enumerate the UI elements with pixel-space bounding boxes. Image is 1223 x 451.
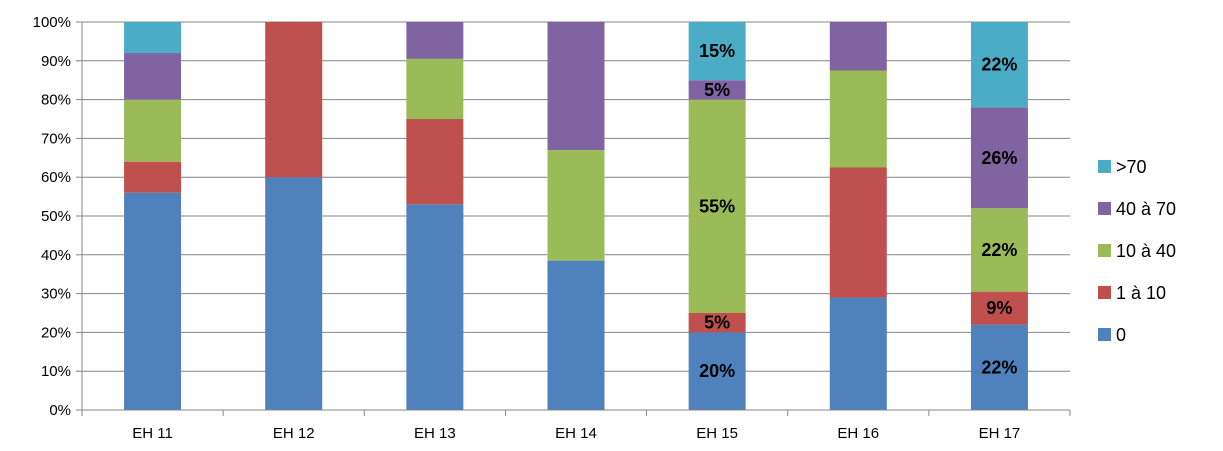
legend-label: 1 à 10 — [1116, 283, 1166, 303]
legend: >70 40 à 70 10 à 40 1 à 10 0 — [1098, 157, 1176, 345]
bar-segment-eh-15-1-10 — [688, 313, 746, 333]
bar-segment-eh-17-1-10 — [970, 291, 1028, 325]
data-labels: 20% 5% 55% 5% 15% 22% 9% 22% 26% 22% — [699, 41, 1017, 381]
bar-segment-eh-11-1-10 — [124, 161, 182, 193]
legend-swatch — [1098, 202, 1111, 215]
y-tick-label: 20% — [41, 324, 71, 341]
bar-segment-eh-16-0 — [829, 297, 887, 410]
x-tick-label: EH 17 — [979, 425, 1021, 442]
y-tick-label: 90% — [41, 53, 71, 70]
y-tick-label: 60% — [41, 169, 71, 186]
legend-label: 10 à 40 — [1116, 241, 1176, 261]
bar-segment-eh-13-1-10 — [406, 119, 464, 205]
legend-swatch — [1098, 244, 1111, 257]
legend-swatch — [1098, 286, 1111, 299]
bar-segment-eh-15-0 — [688, 332, 746, 410]
bar-segment-eh-17-70 — [970, 22, 1028, 108]
legend-label: >70 — [1116, 157, 1147, 177]
x-tick-label: EH 16 — [837, 425, 879, 442]
bars — [124, 22, 1028, 410]
legend-item-1-10: 1 à 10 — [1098, 283, 1166, 303]
legend-item-70: >70 — [1098, 157, 1147, 177]
data-label: 9% — [986, 298, 1012, 318]
x-tick-label: EH 15 — [696, 425, 738, 442]
bar-segment-eh-11-70 — [124, 22, 182, 54]
bar-segment-eh-11-0 — [124, 192, 182, 410]
bar-segment-eh-14-40-70 — [547, 22, 605, 151]
bar-segment-eh-13-10-40 — [406, 58, 464, 119]
bar-segment-eh-16-1-10 — [829, 167, 887, 298]
bar-segment-eh-13-40-70 — [406, 22, 464, 59]
y-tick-label: 80% — [41, 92, 71, 109]
y-tick-label: 50% — [41, 208, 71, 225]
data-label: 22% — [981, 240, 1017, 260]
bar-segment-eh-14-0 — [547, 260, 605, 410]
x-tick-label: EH 13 — [414, 425, 456, 442]
x-tick-label: EH 14 — [555, 425, 597, 442]
bar-segment-eh-13-0 — [406, 204, 464, 410]
y-tick-label: 40% — [41, 247, 71, 264]
y-tick-label: 0% — [49, 402, 71, 419]
data-label: 22% — [981, 357, 1017, 377]
bar-segment-eh-17-10-40 — [970, 208, 1028, 292]
y-tick-label: 30% — [41, 286, 71, 303]
data-label: 5% — [704, 80, 730, 100]
y-tick-label: 100% — [33, 14, 71, 31]
data-label: 55% — [699, 196, 735, 216]
bar-segment-eh-12-1-10 — [265, 22, 323, 178]
legend-item-0: 0 — [1098, 325, 1126, 345]
bar-segment-eh-12-0 — [265, 177, 323, 410]
data-label: 20% — [699, 361, 735, 381]
bar-segment-eh-17-0 — [970, 324, 1028, 410]
bar-segment-eh-11-40-70 — [124, 53, 182, 100]
legend-swatch — [1098, 328, 1111, 341]
legend-label: 0 — [1116, 325, 1126, 345]
legend-swatch — [1098, 160, 1111, 173]
bar-segment-eh-17-40-70 — [970, 107, 1028, 209]
bar-segment-eh-15-10-40 — [688, 99, 746, 313]
x-tick-label: EH 12 — [273, 425, 315, 442]
bar-segment-eh-14-10-40 — [547, 150, 605, 261]
bar-segment-eh-16-40-70 — [829, 22, 887, 71]
y-tick-label: 70% — [41, 130, 71, 147]
axes: 0% 10% 20% 30% 40% 50% 60% 70% 80% 90% 100% EH 11 EH… — [33, 14, 1071, 442]
x-tick-label: EH 11 — [132, 425, 173, 442]
y-tick-label: 10% — [41, 363, 71, 380]
bar-segment-eh-16-10-40 — [829, 70, 887, 168]
bar-segment-eh-15-40-70 — [688, 80, 746, 100]
bar-segment-eh-11-10-40 — [124, 99, 182, 162]
data-label: 26% — [981, 148, 1017, 168]
data-label: 15% — [699, 41, 735, 61]
data-label: 22% — [981, 55, 1017, 75]
legend-item-40-70: 40 à 70 — [1098, 199, 1176, 219]
data-label: 5% — [704, 313, 730, 333]
legend-item-10-40: 10 à 40 — [1098, 241, 1176, 261]
legend-label: 40 à 70 — [1116, 199, 1176, 219]
bar-segment-eh-15-70 — [688, 22, 746, 81]
